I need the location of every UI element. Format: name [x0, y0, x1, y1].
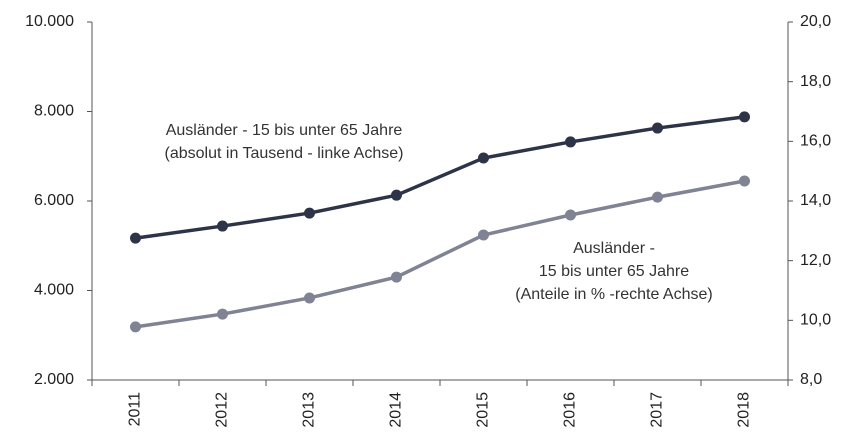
- y-tick-label: 8.000: [34, 103, 74, 120]
- point: [652, 122, 663, 134]
- annotation: (Anteile in % -rechte Achse): [515, 286, 712, 303]
- point: [217, 220, 228, 232]
- x-tick-label: 2014: [388, 392, 405, 428]
- x-tick-label: 2011: [127, 392, 144, 427]
- y-tick-label: 2.000: [34, 371, 74, 388]
- y-tick-label: 6.000: [34, 192, 74, 209]
- x-tick-label: 2017: [649, 392, 666, 428]
- point: [565, 209, 576, 221]
- annotation: Ausländer -: [573, 240, 655, 257]
- annotation: Ausländer - 15 bis unter 65 Jahre: [166, 122, 403, 139]
- x-tick-label: 2012: [214, 392, 231, 428]
- point: [130, 232, 141, 244]
- point: [304, 207, 315, 219]
- y-tick-label: 4.000: [34, 282, 74, 299]
- point: [652, 191, 663, 203]
- y2-tick-label: 12,0: [800, 252, 831, 269]
- point: [391, 189, 402, 201]
- y-tick-label: 10.000: [25, 13, 74, 30]
- point: [739, 175, 750, 187]
- x-tick-label: 2018: [736, 392, 753, 428]
- point: [391, 271, 402, 283]
- y2-tick-label: 8,0: [800, 371, 822, 388]
- point: [130, 321, 141, 333]
- series-line: [135, 115, 745, 240]
- y2-tick-label: 16,0: [800, 133, 831, 150]
- point: [739, 111, 750, 123]
- x-tick-label: 2015: [475, 392, 492, 428]
- x-tick-label: 2013: [301, 392, 318, 428]
- annotation: 15 bis unter 65 Jahre: [539, 263, 689, 280]
- series-line: [135, 179, 745, 329]
- annotation: (absolut in Tausend - linke Achse): [165, 145, 404, 162]
- point: [217, 308, 228, 320]
- y2-tick-label: 20,0: [800, 13, 831, 30]
- x-tick-label: 2016: [562, 392, 579, 428]
- y2-tick-label: 18,0: [800, 73, 831, 90]
- y2-tick-label: 14,0: [800, 192, 831, 209]
- point: [304, 292, 315, 304]
- point: [478, 152, 489, 164]
- point: [478, 229, 489, 241]
- point: [565, 136, 576, 148]
- y2-tick-label: 10,0: [800, 312, 831, 329]
